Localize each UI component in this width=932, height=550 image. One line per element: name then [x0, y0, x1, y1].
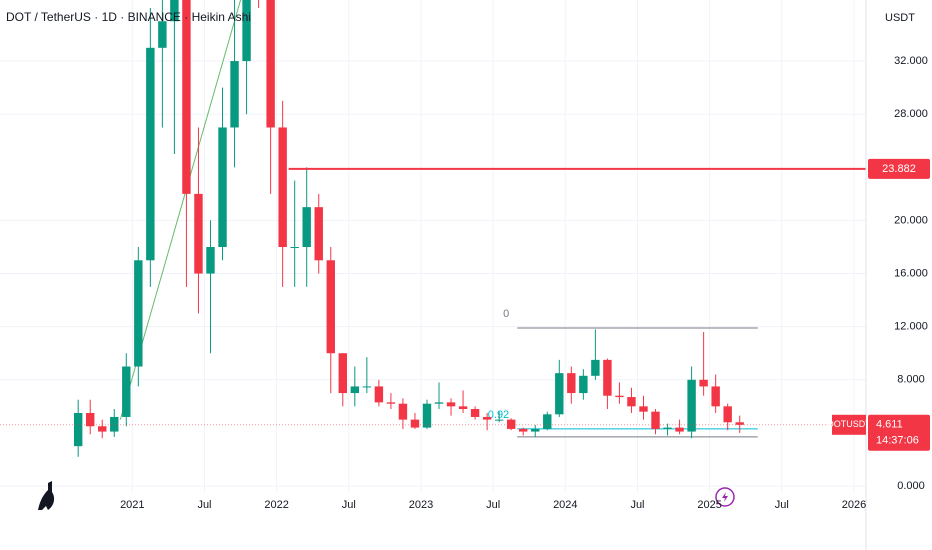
y-tick-label: 12.000: [894, 321, 928, 333]
x-tick-label: 2025: [697, 499, 721, 511]
candle-body: [687, 379, 696, 432]
x-tick-label: Jul: [486, 499, 500, 511]
y-tick-label: 8.000: [897, 374, 925, 386]
y-tick-label: 28.000: [894, 108, 928, 120]
candle-body: [146, 47, 155, 261]
candle-body: [543, 414, 552, 429]
candle-body: [338, 353, 348, 394]
candle-body: [518, 428, 528, 432]
candle-body: [242, 0, 251, 62]
candle-body: [85, 412, 95, 427]
currency-label: USDT: [885, 12, 915, 24]
candle-body: [326, 260, 335, 354]
candle-body: [110, 416, 119, 432]
logo: [38, 481, 55, 510]
y-tick-label: 20.000: [894, 214, 928, 226]
candle-body: [230, 61, 239, 128]
last-price-label: 4.611: [876, 419, 903, 431]
candle-body: [494, 419, 504, 421]
level-label: 0.92: [488, 409, 509, 421]
candle-body: [651, 411, 660, 429]
candle-body: [531, 428, 540, 432]
axes: 0.000 8.000 12.000 16.000 20.000 28.000 32.000…: [120, 55, 930, 511]
grid: [0, 0, 866, 492]
candle-body: [73, 412, 83, 447]
x-tick-label: 2024: [553, 499, 577, 511]
candle-body: [482, 416, 492, 420]
candle-body: [398, 403, 408, 420]
candle-body: [386, 402, 396, 404]
candle-body: [374, 386, 384, 403]
lightning-icon[interactable]: [715, 487, 735, 507]
chart-title: DOT / TetherUS · 1D · BINANCE · Heikin A…: [6, 10, 251, 24]
candle-body: [603, 359, 612, 396]
x-tick-label: Jul: [775, 499, 789, 511]
candle-body: [266, 0, 275, 128]
plot-area: 00.92: [0, 0, 866, 457]
candle-body: [206, 246, 215, 274]
candle-body: [555, 373, 564, 415]
candle-body: [134, 260, 143, 367]
candle-body: [158, 21, 167, 48]
last-price-bg: [868, 414, 930, 451]
candle-body: [410, 419, 420, 428]
countdown-label: 14:37:06: [876, 435, 919, 447]
candle-body: [699, 379, 708, 387]
candle-body: [218, 127, 227, 247]
candle-body: [675, 427, 684, 432]
candle-body: [711, 386, 720, 407]
price-label-bg: [868, 158, 930, 179]
candle-body: [506, 419, 516, 429]
candle-body: [278, 127, 287, 247]
candle-body: [470, 409, 480, 417]
x-tick-label: 2021: [120, 499, 144, 511]
x-tick-label: 2023: [409, 499, 433, 511]
candle-body: [446, 402, 456, 407]
x-tick-label: Jul: [630, 499, 644, 511]
candle-body: [194, 193, 203, 274]
candle-body: [350, 386, 360, 394]
price-label: 23.882: [882, 163, 916, 175]
symbol-label: DOTUSDT: [827, 419, 871, 429]
candle-body: [591, 359, 600, 376]
y-tick-label: 0.000: [897, 480, 925, 492]
candle-body: [735, 422, 744, 425]
candle-body: [122, 366, 131, 417]
candle-body: [362, 386, 372, 388]
x-tick-label: 2026: [842, 499, 866, 511]
x-tick-label: Jul: [342, 499, 356, 511]
candle-body: [422, 403, 432, 428]
candle-body: [290, 246, 299, 248]
candle-body: [627, 397, 636, 407]
x-tick-label: Jul: [197, 499, 211, 511]
candle-body: [314, 207, 323, 261]
y-tick-label: 16.000: [894, 267, 928, 279]
candle-body: [182, 0, 191, 194]
symbol-label-bg: [832, 414, 866, 435]
candle-body: [170, 0, 179, 22]
y-tick-label: 32.000: [894, 55, 928, 67]
candle-body: [615, 395, 624, 398]
candle-body: [663, 427, 672, 429]
level-label: 0: [503, 308, 509, 320]
candle-body: [302, 207, 311, 247]
x-tick-label: 2022: [264, 499, 288, 511]
candle-body: [98, 426, 107, 432]
candle-body: [639, 406, 648, 412]
candle-body: [458, 406, 468, 410]
candle-body: [579, 375, 588, 394]
candle-body: [434, 402, 444, 404]
candle-body: [723, 406, 732, 423]
candle-body: [567, 373, 576, 394]
